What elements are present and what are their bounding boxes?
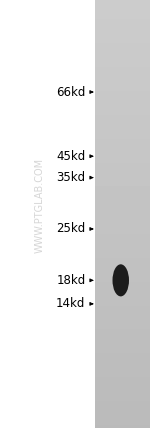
Text: 14kd: 14kd [56, 297, 86, 310]
Text: 35kd: 35kd [56, 171, 86, 184]
Text: 45kd: 45kd [56, 150, 86, 163]
Text: 25kd: 25kd [56, 223, 86, 235]
Ellipse shape [112, 264, 129, 297]
Text: 66kd: 66kd [56, 86, 86, 98]
Text: WWW.PTGLAB.COM: WWW.PTGLAB.COM [35, 158, 45, 253]
Text: 18kd: 18kd [56, 274, 86, 287]
